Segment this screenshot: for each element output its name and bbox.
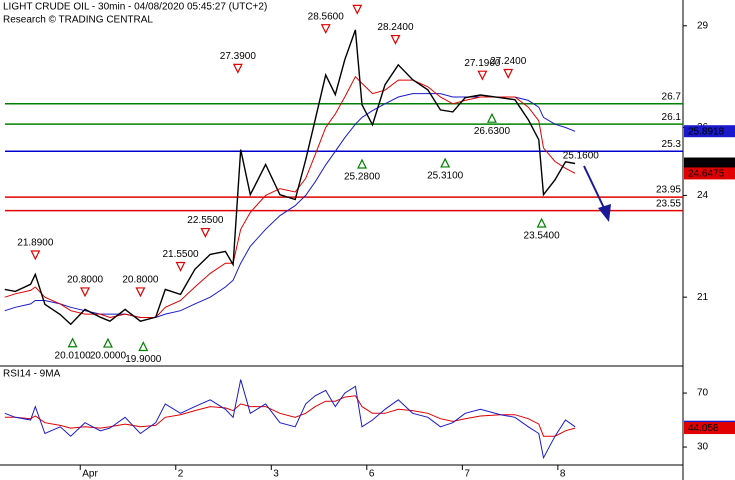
x-tick-label: 7 [464, 469, 470, 480]
price-label-box [684, 157, 735, 170]
annotation-label: 20.0000 [90, 351, 127, 362]
level-label: 23.55 [656, 198, 681, 209]
low-marker [102, 337, 113, 348]
annotation-label: 28.5600 [308, 11, 345, 22]
high-marker [503, 68, 514, 79]
y-tick-label: 29 [697, 20, 709, 31]
annotation-label: 21.8900 [17, 238, 54, 249]
y-tick-label: 30 [697, 442, 709, 453]
annotation-label: 25.1600 [563, 151, 600, 162]
annotation-label: 20.8000 [67, 275, 104, 286]
annotation-label: 25.3100 [427, 171, 464, 182]
x-tick-label: 8 [560, 469, 566, 480]
series-line [4, 379, 576, 460]
annotation-label: 20.8000 [122, 275, 159, 286]
annotation-label: 21.5500 [162, 249, 199, 260]
price-label-box [684, 167, 735, 180]
price-label-box [684, 422, 735, 435]
x-tick-label: Apr [82, 469, 98, 480]
high-marker [135, 287, 146, 298]
annotation-label: 27.2400 [490, 56, 527, 67]
annotation-label: 22.5500 [187, 215, 224, 226]
annotation-label: 23.5400 [524, 231, 561, 242]
high-marker [320, 24, 331, 35]
high-marker [477, 70, 488, 81]
price-label: 44.058 [688, 423, 719, 434]
annotation-label: 19.9000 [125, 354, 162, 365]
forecast-arrow [583, 165, 605, 209]
high-marker [352, 4, 363, 15]
low-marker [486, 112, 497, 123]
low-marker [67, 337, 78, 348]
high-marker [80, 287, 90, 298]
x-tick-label: 2 [178, 469, 184, 480]
series-line [4, 75, 576, 319]
annotation-label: 28.2400 [377, 22, 414, 33]
annotation-label: 27.3900 [220, 51, 257, 62]
low-marker [357, 158, 368, 169]
annotation-label: 20.0100 [55, 350, 92, 361]
annotation-label: 25.2800 [344, 172, 381, 183]
annotation-label: 29.1300 [339, 0, 376, 3]
low-marker [138, 341, 149, 352]
x-tick-label: 6 [369, 469, 375, 480]
high-marker [390, 34, 401, 45]
low-marker [536, 217, 547, 228]
annotation-label: 26.6300 [474, 126, 511, 137]
annotation-label: 27.1900 [464, 58, 501, 69]
level-label: 26.7 [662, 91, 682, 102]
price-label: 24.94 [688, 159, 713, 170]
price-label: 25.8918 [688, 126, 725, 137]
series-line [4, 29, 576, 326]
chart-title: LIGHT CRUDE OIL - 30min - 04/08/2020 05:… [3, 2, 267, 13]
y-tick-label: 21 [697, 292, 709, 303]
level-label: 26.1 [662, 112, 682, 123]
high-marker [232, 63, 243, 74]
level-label: 23.95 [656, 185, 681, 196]
high-marker [175, 261, 186, 272]
level-label: 25.3 [662, 139, 682, 150]
rsi-title: RSI14 - 9MA [3, 369, 61, 380]
forecast-arrowhead [598, 204, 611, 222]
high-marker [200, 227, 211, 238]
price-label: 24.6475 [688, 169, 725, 180]
y-tick-label: 24 [697, 190, 709, 201]
y-tick-label: 70 [697, 388, 709, 399]
chart-subtitle: Research © TRADING CENTRAL [3, 15, 153, 26]
plot: 21 24 2 6 29 26.7 26.1 25.3 23.95 23.55 21.8900 20.… [4, 0, 735, 480]
high-marker [30, 250, 41, 261]
low-marker [440, 157, 451, 168]
price-label-box [684, 125, 735, 138]
x-tick-label: 3 [273, 469, 279, 480]
